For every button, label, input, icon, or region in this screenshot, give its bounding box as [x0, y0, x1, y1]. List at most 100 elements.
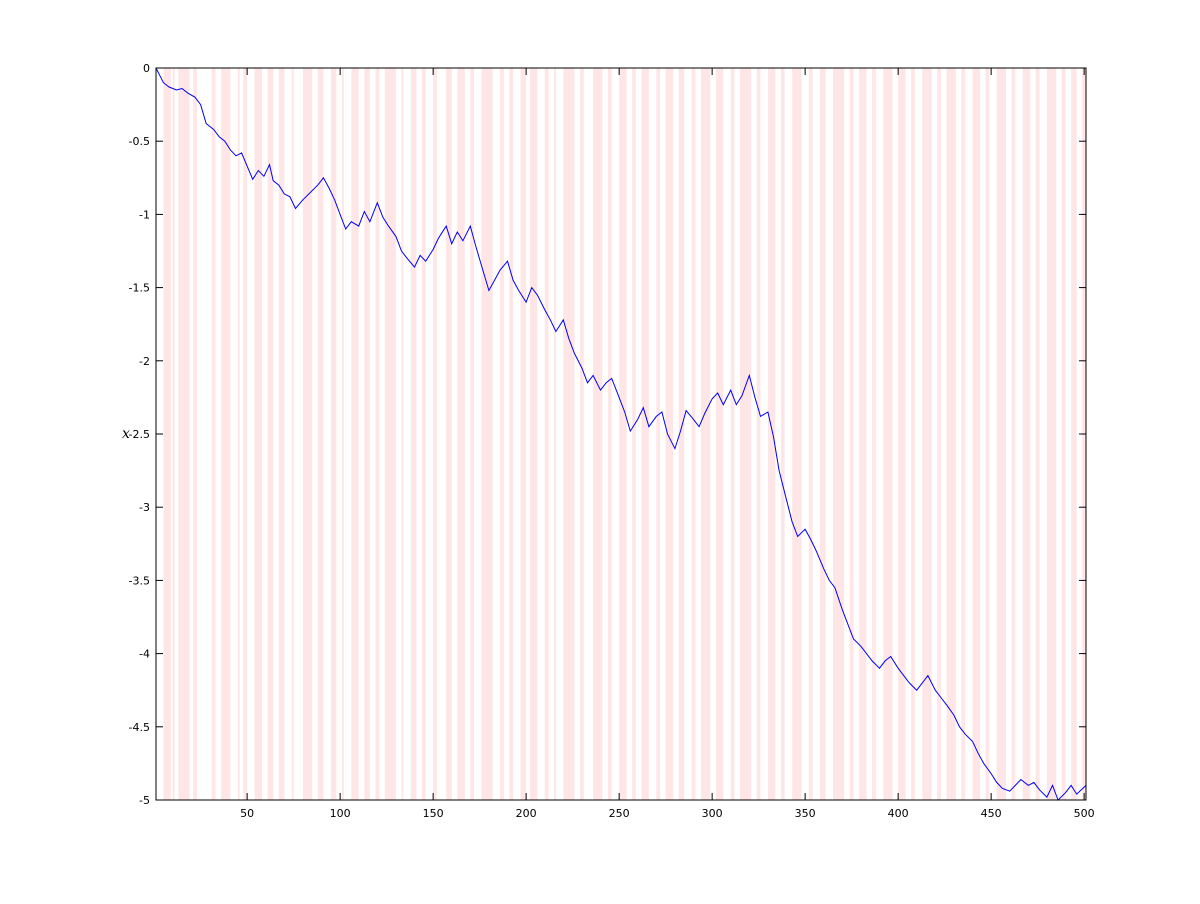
shaded-interval-72 — [1046, 68, 1057, 800]
y-tick-label: -3 — [139, 501, 150, 514]
shaded-interval-48 — [740, 68, 752, 800]
series-line-0 — [155, 67, 1087, 801]
shaded-interval-25 — [457, 68, 465, 800]
shaded-interval-42 — [665, 68, 674, 800]
y-tick-label: -4.5 — [129, 721, 150, 734]
shaded-interval-0 — [163, 68, 171, 800]
shaded-interval-39 — [632, 68, 636, 800]
shaded-interval-1 — [172, 68, 175, 800]
y-tick-label: -3.5 — [129, 574, 150, 587]
series-layer — [155, 67, 1087, 801]
shaded-interval-43 — [678, 68, 685, 800]
shaded-interval-30 — [520, 68, 527, 800]
shaded-interval-24 — [446, 68, 452, 800]
shaded-interval-18 — [375, 68, 380, 800]
x-tick-label: 350 — [795, 807, 816, 820]
shaded-interval-51 — [780, 68, 785, 800]
shaded-interval-47 — [730, 68, 735, 800]
shaded-interval-20 — [401, 68, 404, 800]
shaded-interval-64 — [946, 68, 956, 800]
shaded-interval-12 — [302, 68, 313, 800]
shaded-interval-5 — [221, 68, 231, 800]
shaded-interval-70 — [1022, 68, 1031, 800]
x-tick-label: 450 — [981, 807, 1002, 820]
shaded-interval-33 — [554, 68, 556, 800]
shaded-interval-66 — [972, 68, 980, 800]
shaded-interval-9 — [267, 68, 274, 800]
shaded-interval-35 — [580, 68, 584, 800]
shaded-interval-73 — [1061, 68, 1066, 800]
shaded-interval-6 — [237, 68, 240, 800]
shaded-interval-29 — [509, 68, 514, 800]
y-tick-label: 0 — [143, 62, 150, 75]
y-tick-label: -1 — [139, 208, 150, 221]
x-tick-label: 300 — [702, 807, 723, 820]
shaded-interval-26 — [470, 68, 475, 800]
shaded-interval-3 — [193, 68, 197, 800]
shaded-interval-62 — [922, 68, 932, 800]
shaded-interval-38 — [619, 68, 627, 800]
x-tick-label: 50 — [240, 807, 254, 820]
shaded-interval-10 — [278, 68, 285, 800]
shaded-interval-56 — [849, 68, 854, 800]
shaded-interval-69 — [1011, 68, 1016, 800]
shaded-interval-46 — [715, 68, 724, 800]
x-tick-label: 200 — [516, 807, 537, 820]
x-tick-label: 400 — [888, 807, 909, 820]
y-tick-label: -5 — [139, 794, 150, 807]
shaded-interval-16 — [351, 68, 359, 800]
shaded-interval-17 — [364, 68, 370, 800]
shaded-interval-45 — [700, 68, 711, 800]
shaded-interval-59 — [883, 68, 893, 800]
shaded-interval-44 — [691, 68, 696, 800]
shaded-interval-55 — [833, 68, 845, 800]
y-axis-label: x — [122, 426, 130, 442]
y-tick-label: -0.5 — [129, 135, 150, 148]
shaded-interval-31 — [529, 68, 538, 800]
shaded-interval-50 — [767, 68, 776, 800]
shaded-interval-34 — [563, 68, 575, 800]
shaded-interval-15 — [342, 68, 344, 800]
shaded-interval-23 — [433, 68, 437, 800]
shaded-intervals — [163, 68, 1086, 800]
shaded-interval-14 — [330, 68, 337, 800]
shaded-interval-60 — [898, 68, 906, 800]
shaded-interval-19 — [384, 68, 396, 800]
x-tick-label: 150 — [423, 807, 444, 820]
shaded-interval-49 — [756, 68, 761, 800]
x-tick-label: 500 — [1074, 807, 1095, 820]
shaded-interval-7 — [243, 68, 248, 800]
shaded-interval-61 — [911, 68, 915, 800]
y-tick-label: -1.5 — [129, 282, 150, 295]
shaded-interval-58 — [872, 68, 876, 800]
y-axis: 0 -0.5 -1 -1.5 -2 -2.5 -3 -3.5 -4 -4.5 -5 — [129, 62, 1086, 807]
y-tick-label: -2.5 — [129, 428, 150, 441]
shaded-interval-53 — [808, 68, 813, 800]
shaded-interval-63 — [937, 68, 941, 800]
shaded-interval-71 — [1035, 68, 1040, 800]
shaded-interval-52 — [792, 68, 802, 800]
shaded-interval-36 — [593, 68, 603, 800]
x-tick-label: 250 — [609, 807, 630, 820]
shaded-interval-37 — [607, 68, 612, 800]
shaded-interval-4 — [211, 68, 216, 800]
shaded-interval-28 — [500, 68, 504, 800]
shaded-interval-32 — [544, 68, 549, 800]
y-tick-label: -4 — [139, 648, 150, 661]
shaded-interval-40 — [641, 68, 649, 800]
shaded-interval-2 — [178, 68, 190, 800]
shaded-interval-13 — [317, 68, 324, 800]
shaded-interval-22 — [421, 68, 426, 800]
shaded-interval-8 — [254, 68, 263, 800]
shaded-interval-27 — [481, 68, 493, 800]
shaded-interval-21 — [410, 68, 417, 800]
shaded-interval-11 — [291, 68, 294, 800]
shaded-interval-65 — [961, 68, 966, 800]
x-tick-label: 100 — [330, 807, 351, 820]
shaded-interval-41 — [656, 68, 661, 800]
x-axis: 50 100 150 200 250 300 350 400 450 500 — [240, 68, 1095, 820]
shaded-interval-67 — [985, 68, 990, 800]
shaded-interval-54 — [820, 68, 826, 800]
